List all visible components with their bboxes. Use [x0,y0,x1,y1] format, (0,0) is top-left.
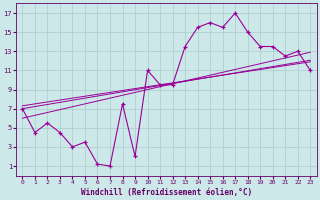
X-axis label: Windchill (Refroidissement éolien,°C): Windchill (Refroidissement éolien,°C) [81,188,252,197]
